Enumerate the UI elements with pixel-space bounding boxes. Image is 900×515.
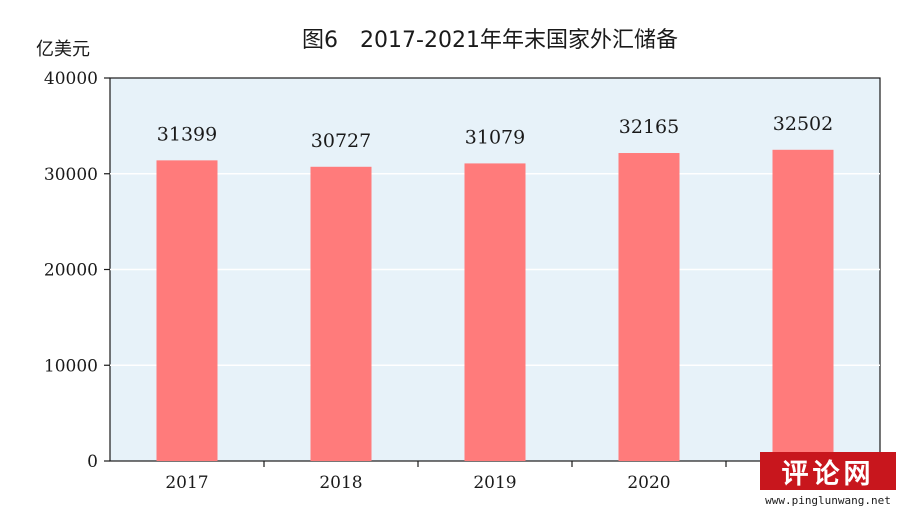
y-tick-label: 10000 bbox=[44, 356, 98, 376]
bar-2017 bbox=[156, 160, 218, 462]
y-axis-unit-label: 亿美元 bbox=[36, 39, 90, 60]
x-tick-label-2020: 2020 bbox=[627, 473, 670, 493]
y-tick-label: 20000 bbox=[44, 261, 98, 281]
bar-2021 bbox=[772, 149, 834, 462]
x-tick-label-2017: 2017 bbox=[165, 473, 208, 493]
axes: 0100002000030000400002017201820192020202… bbox=[44, 69, 825, 493]
chart-title: 图6 2017-2021年年末国家外汇储备 bbox=[302, 28, 678, 53]
data-label-2020: 32165 bbox=[619, 116, 679, 138]
y-tick-label: 30000 bbox=[44, 165, 98, 185]
data-label-2021: 32502 bbox=[773, 113, 833, 135]
watermark-text: 评论网 bbox=[760, 452, 896, 490]
bar-2019 bbox=[464, 163, 526, 461]
x-tick-label-2019: 2019 bbox=[473, 473, 516, 493]
data-label-2017: 31399 bbox=[157, 123, 217, 145]
x-tick-label-2018: 2018 bbox=[319, 473, 362, 493]
watermark-logo: 评论网 www.pinglunwang.net bbox=[760, 452, 896, 510]
bar-2020 bbox=[618, 153, 680, 461]
data-label-2018: 30727 bbox=[311, 130, 371, 152]
watermark-url: www.pinglunwang.net bbox=[760, 490, 896, 510]
data-label-2019: 31079 bbox=[465, 126, 525, 148]
y-tick-label: 40000 bbox=[44, 69, 98, 89]
data-labels: 31399 30727 31079 32165 32502 bbox=[157, 113, 833, 152]
y-tick-label: 0 bbox=[87, 452, 98, 472]
bar-2018 bbox=[310, 166, 372, 461]
bars bbox=[156, 149, 834, 462]
